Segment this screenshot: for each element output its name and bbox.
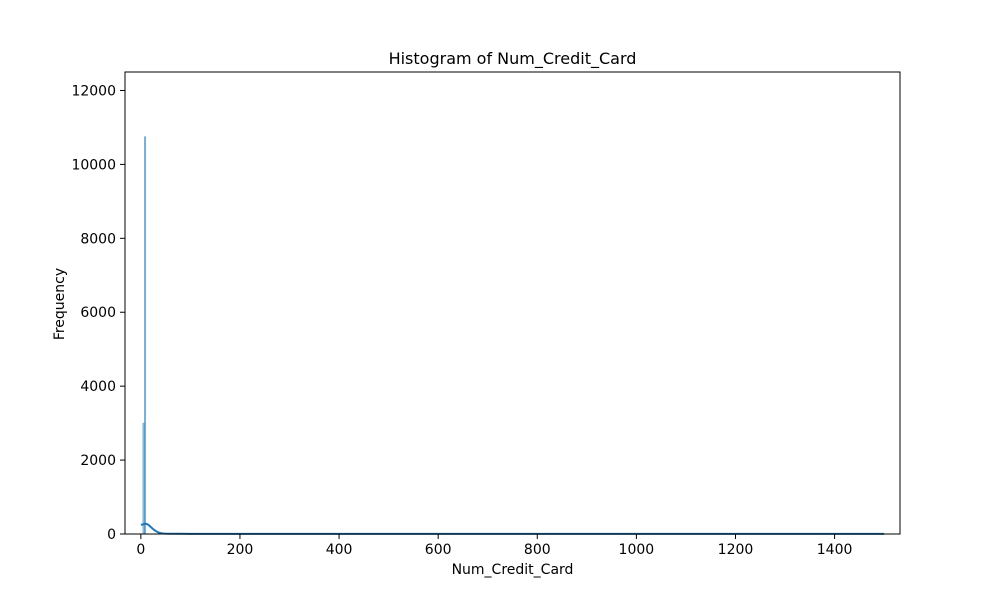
histogram-bar: [144, 136, 147, 535]
y-axis-ticks: 0 2000 4000 6000 8000 10000 12000: [71, 83, 125, 543]
x-tick-label: 0: [136, 542, 145, 558]
x-tick-label: 1200: [718, 542, 754, 558]
y-tick-label: 2000: [80, 453, 116, 469]
kde-curve: [140, 522, 885, 535]
x-tick-label: 200: [227, 542, 254, 558]
kde-curve-group: [140, 522, 885, 535]
y-tick-label: 10000: [71, 157, 116, 173]
y-axis-label: Frequency: [52, 268, 68, 340]
x-axis-label: Num_Credit_Card: [452, 562, 574, 578]
y-tick-label: 12000: [71, 83, 116, 99]
x-tick-label: 600: [425, 542, 452, 558]
y-tick-label: 8000: [80, 231, 116, 247]
x-tick-label: 800: [524, 542, 551, 558]
y-tick-label: 0: [107, 527, 116, 543]
x-axis-ticks: 0 200 400 600 800 1000 1200 1400: [136, 534, 852, 558]
plot-area-frame: [124, 71, 901, 535]
y-tick-label: 6000: [80, 305, 116, 321]
histogram-bars: [142, 136, 147, 535]
x-tick-label: 1000: [619, 542, 655, 558]
x-tick-label: 1400: [817, 542, 853, 558]
chart-title: Histogram of Num_Credit_Card: [389, 49, 637, 69]
x-tick-label: 400: [326, 542, 353, 558]
y-tick-label: 4000: [80, 379, 116, 395]
